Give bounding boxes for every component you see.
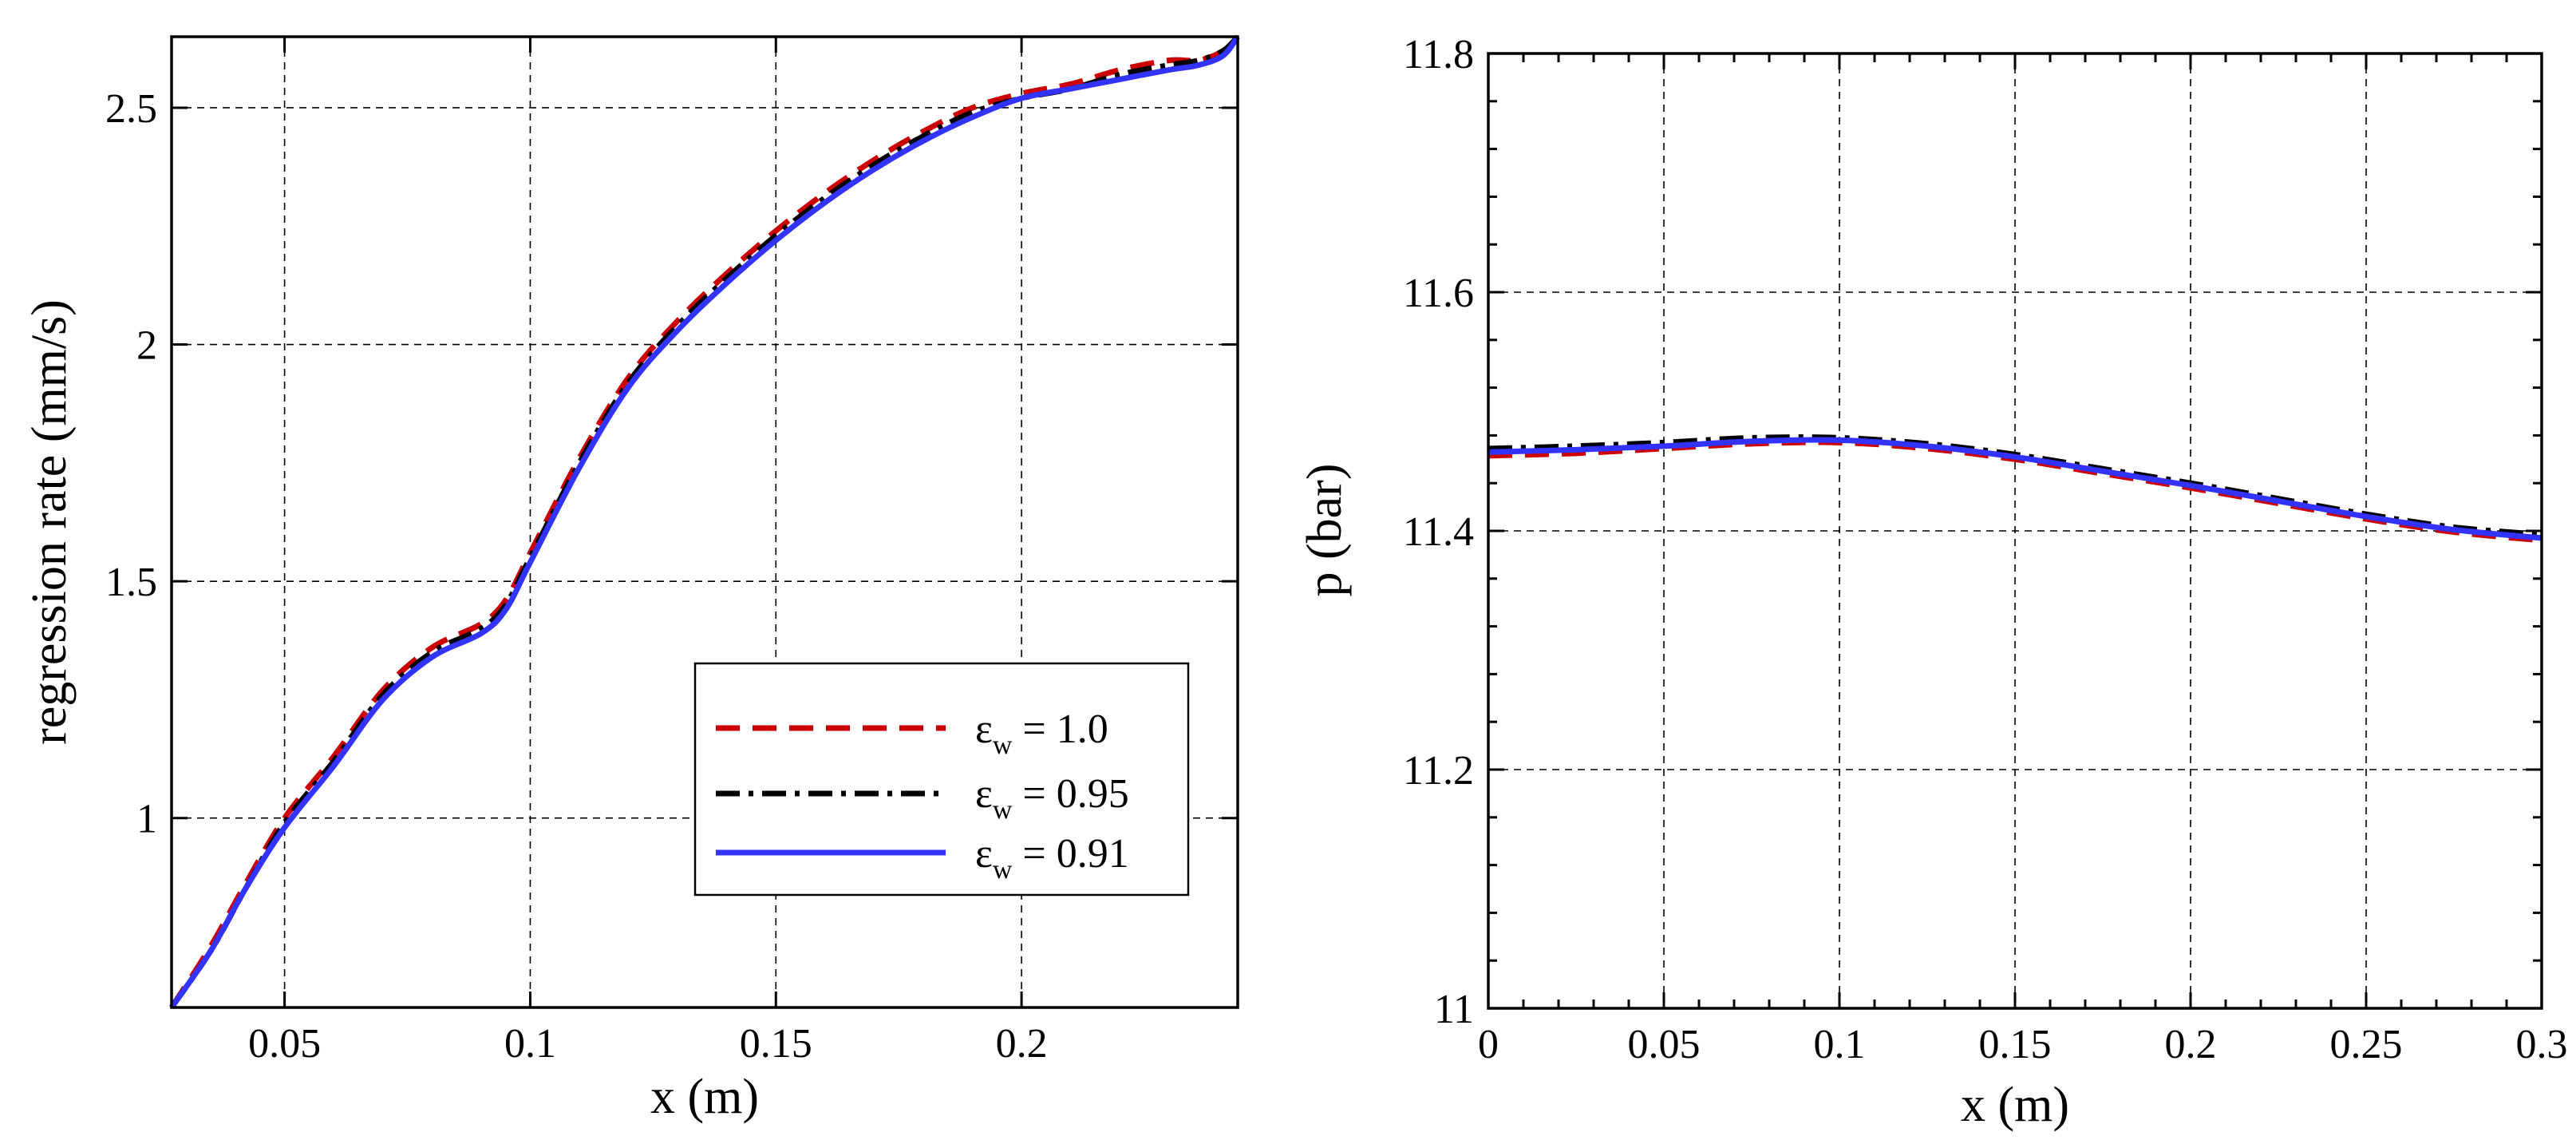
legend-value: = 0.91 xyxy=(1012,831,1128,877)
y-tick-label: 1.5 xyxy=(105,560,157,605)
axis-ticks xyxy=(172,37,1238,1007)
x-tick-label: 0.15 xyxy=(740,1021,812,1067)
y-axis-title: regression rate (mm/s) xyxy=(22,299,77,745)
series-line-0 xyxy=(169,34,1240,1009)
y-tick-label: 1 xyxy=(136,797,157,842)
x-tick-label: 0.2 xyxy=(2165,1022,2217,1067)
y-tick-label: 2.5 xyxy=(105,86,157,132)
legend-label-eps-0-95: εw = 0.95 xyxy=(975,771,1129,825)
legend-label-eps-0-91: εw = 0.91 xyxy=(975,831,1129,885)
legend-symbol: ε xyxy=(975,771,993,817)
legend-box xyxy=(693,662,1190,897)
legend-subscript: w xyxy=(993,730,1013,760)
legend-value: = 0.95 xyxy=(1012,771,1128,817)
pressure-chart: 0 0.05 0.1 0.15 0.2 0.25 0.3 11 11.2 11.… xyxy=(1298,32,2568,1132)
legend-value: = 1.0 xyxy=(1012,707,1108,752)
legend-symbol: ε xyxy=(975,707,993,752)
legend-subscript: w xyxy=(993,795,1013,825)
x-tick-label: 0.2 xyxy=(996,1021,1048,1067)
axis-ticks xyxy=(1487,52,2543,1010)
y-tick-label: 11.2 xyxy=(1403,748,1474,794)
regression-rate-chart: 0.05 0.1 0.15 0.2 1 1.5 2 2.5 x (m) regr… xyxy=(22,34,1240,1124)
x-axis-title: x (m) xyxy=(650,1070,759,1124)
plot-frame xyxy=(170,35,1239,1009)
y-axis-title: p (bar) xyxy=(1298,464,1352,597)
x-tick-label: 0.1 xyxy=(1814,1022,1866,1067)
x-axis-title: x (m) xyxy=(1961,1078,2069,1132)
legend-label-eps-1-0: εw = 1.0 xyxy=(975,707,1108,760)
grid-lines xyxy=(1488,53,2542,1008)
y-tick-label: 2 xyxy=(136,323,157,369)
legend-subscript: w xyxy=(993,855,1013,885)
y-tick-label: 11 xyxy=(1434,987,1474,1032)
x-tick-label: 0.05 xyxy=(1628,1022,1701,1067)
legend: εw = 1.0 εw = 0.95 εw = 0.91 xyxy=(693,662,1190,897)
y-tick-label: 11.8 xyxy=(1403,32,1474,77)
y-tick-label: 11.4 xyxy=(1403,509,1474,555)
legend-symbol: ε xyxy=(975,831,993,877)
x-tick-label: 0.15 xyxy=(1979,1022,2052,1067)
series-line-2 xyxy=(169,34,1240,1009)
x-tick-label: 0.3 xyxy=(2516,1022,2568,1067)
x-tick-label: 0.1 xyxy=(504,1021,556,1067)
y-tick-label: 11.6 xyxy=(1403,271,1474,316)
series-lines xyxy=(169,34,1240,1009)
x-tick-label: 0 xyxy=(1478,1022,1499,1067)
series-line-2 xyxy=(1488,437,2542,541)
x-tick-label: 0.25 xyxy=(2330,1022,2403,1067)
series-lines xyxy=(1488,434,2542,544)
x-tick-label: 0.05 xyxy=(248,1021,321,1067)
